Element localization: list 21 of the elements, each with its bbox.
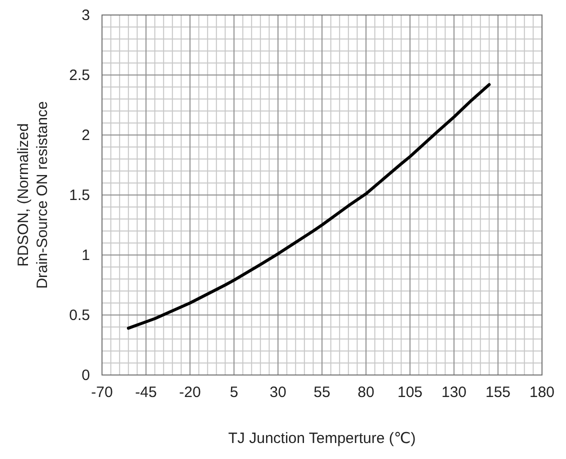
y-tick-label: 1: [82, 247, 90, 264]
x-tick-label: 180: [529, 384, 555, 401]
y-tick-label: 2: [82, 127, 90, 144]
x-tick-label: -70: [91, 384, 113, 401]
x-tick-label: 55: [314, 384, 330, 401]
x-tick-label: -45: [135, 384, 157, 401]
x-tick-label: 105: [397, 384, 423, 401]
y-tick-label: 0.5: [69, 307, 90, 324]
y-tick-label: 2.5: [69, 67, 90, 84]
x-axis-title: TJ Junction Temperture (℃): [228, 430, 416, 447]
y-tick-label: 3: [82, 7, 90, 24]
x-tick-label: 5: [230, 384, 238, 401]
y-tick-label: 1.5: [69, 187, 90, 204]
x-tick-label: 130: [441, 384, 467, 401]
x-tick-label: 30: [270, 384, 286, 401]
line-series: [126, 83, 491, 330]
y-axis-title: RDSON, (Normalized Drain-Source ON resistance: [15, 101, 51, 289]
y-tick-label: 0: [82, 367, 90, 384]
x-tick-label: 155: [485, 384, 511, 401]
x-tick-label: -20: [179, 384, 201, 401]
x-tick-label: 80: [358, 384, 374, 401]
